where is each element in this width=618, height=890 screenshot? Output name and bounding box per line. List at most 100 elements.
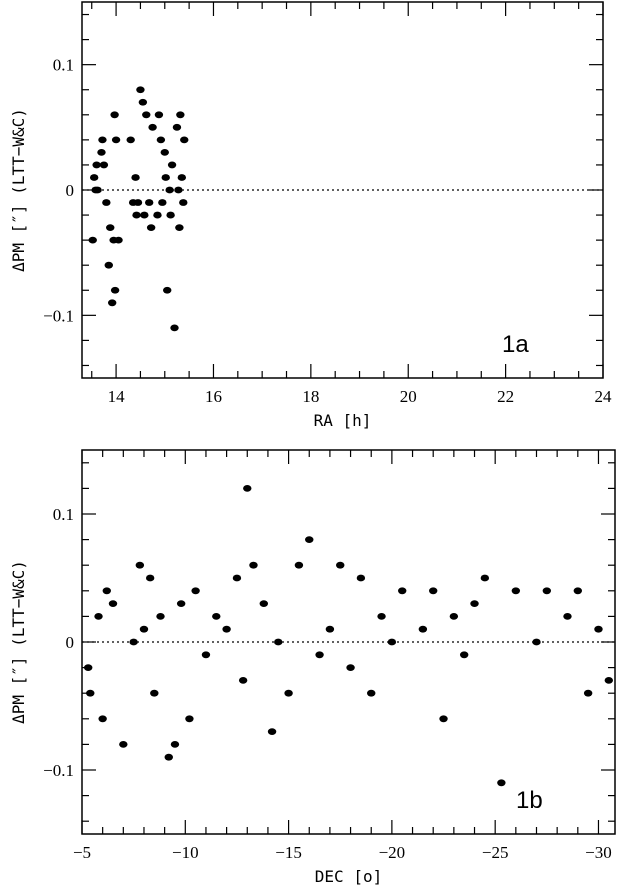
x-tick-label: −30	[585, 843, 612, 862]
data-point	[249, 561, 258, 569]
data-point	[356, 574, 366, 582]
data-point	[161, 174, 170, 181]
data-point	[136, 86, 145, 94]
y-tick-label: 0	[66, 181, 75, 200]
data-point	[177, 174, 187, 181]
data-point	[377, 613, 386, 620]
data-point	[604, 677, 614, 684]
tick-labels: −5 −10 −15 −20 −25 −30 −0.1 0 0.1	[43, 505, 612, 862]
data-point	[315, 651, 324, 659]
data-point	[542, 587, 552, 595]
data-point	[176, 111, 185, 119]
data-point	[583, 689, 593, 697]
y-tick-label: −0.1	[43, 761, 74, 780]
data-point	[164, 753, 173, 761]
data-point	[92, 161, 101, 169]
data-point	[180, 136, 189, 144]
x-tick-label: −25	[482, 843, 509, 862]
y-tick-label: −0.1	[43, 306, 74, 325]
points-layer	[83, 485, 614, 787]
data-point	[325, 625, 335, 633]
data-point	[163, 286, 172, 294]
data-point	[259, 600, 268, 607]
x-tick-label: −5	[73, 843, 91, 862]
tick-labels: 14 16 18 20 22 24 −0.1 0 0.1	[43, 56, 612, 406]
data-point	[135, 561, 145, 569]
x-tick-label: 18	[302, 387, 319, 406]
data-point	[108, 600, 118, 607]
data-point	[126, 136, 135, 144]
data-point	[480, 574, 490, 582]
x-tick-label: −20	[379, 843, 406, 862]
data-point	[212, 613, 221, 620]
data-point	[284, 689, 293, 697]
data-point	[170, 324, 179, 332]
panel-1b: −5 −10 −15 −20 −25 −30 −0.1 0 0.1 DEC [o] ΔPM [″…	[9, 449, 616, 886]
data-point	[153, 211, 162, 219]
data-point	[222, 625, 231, 633]
data-point	[449, 613, 459, 620]
data-point	[166, 211, 175, 219]
data-point	[111, 136, 121, 144]
x-tick-label: 24	[595, 387, 613, 406]
data-point	[459, 651, 469, 659]
data-point	[110, 111, 119, 119]
data-point	[497, 779, 506, 787]
data-point	[573, 587, 583, 595]
data-point	[110, 286, 120, 294]
data-point	[97, 149, 106, 156]
y-axis-label: ΔPM [″] (LTT−W&C)	[9, 560, 28, 724]
x-axis-label: DEC [o]	[315, 867, 382, 886]
x-axis-label: RA [h]	[314, 411, 372, 430]
data-point	[139, 625, 149, 633]
data-point	[156, 136, 166, 144]
data-point	[119, 741, 128, 748]
data-point	[98, 715, 107, 723]
data-point	[238, 677, 248, 684]
data-point	[167, 161, 177, 169]
data-point	[99, 161, 109, 169]
data-point	[145, 574, 155, 582]
data-point	[150, 689, 159, 697]
data-point	[89, 174, 99, 181]
data-point	[142, 111, 151, 119]
data-point	[346, 664, 355, 671]
ticks-layer	[81, 450, 615, 834]
data-point	[160, 149, 169, 156]
data-point	[158, 199, 167, 206]
data-point	[140, 211, 149, 219]
data-point	[387, 638, 397, 646]
data-point	[131, 174, 140, 181]
data-point	[267, 728, 277, 735]
data-point	[154, 111, 164, 119]
panel-1a: 14 16 18 20 22 24 −0.1 0 0.1 RA [h] ΔPM [″] (LTT…	[9, 1, 612, 430]
data-point	[201, 651, 211, 659]
y-tick-label: 0	[66, 633, 75, 652]
data-point	[185, 715, 194, 723]
data-point	[146, 224, 156, 232]
data-point	[243, 485, 252, 492]
data-point	[398, 587, 407, 595]
data-point	[102, 199, 111, 206]
data-point	[88, 236, 97, 244]
data-point	[129, 638, 138, 646]
data-point	[191, 587, 200, 595]
data-point	[104, 261, 113, 269]
data-point	[175, 224, 184, 232]
x-tick-label: 14	[108, 387, 126, 406]
data-point	[470, 600, 479, 607]
y-tick-label: 0.1	[53, 56, 74, 75]
data-point	[429, 587, 438, 595]
y-tick-label: 0.1	[53, 505, 74, 524]
data-point	[179, 199, 188, 206]
data-point	[170, 741, 180, 748]
data-point	[172, 123, 182, 131]
data-point	[418, 625, 428, 633]
data-point	[138, 98, 148, 106]
data-point	[144, 199, 154, 206]
data-point	[102, 587, 111, 595]
data-point	[294, 561, 304, 569]
panel-label: 1a	[502, 331, 529, 358]
x-tick-label: −15	[275, 843, 302, 862]
